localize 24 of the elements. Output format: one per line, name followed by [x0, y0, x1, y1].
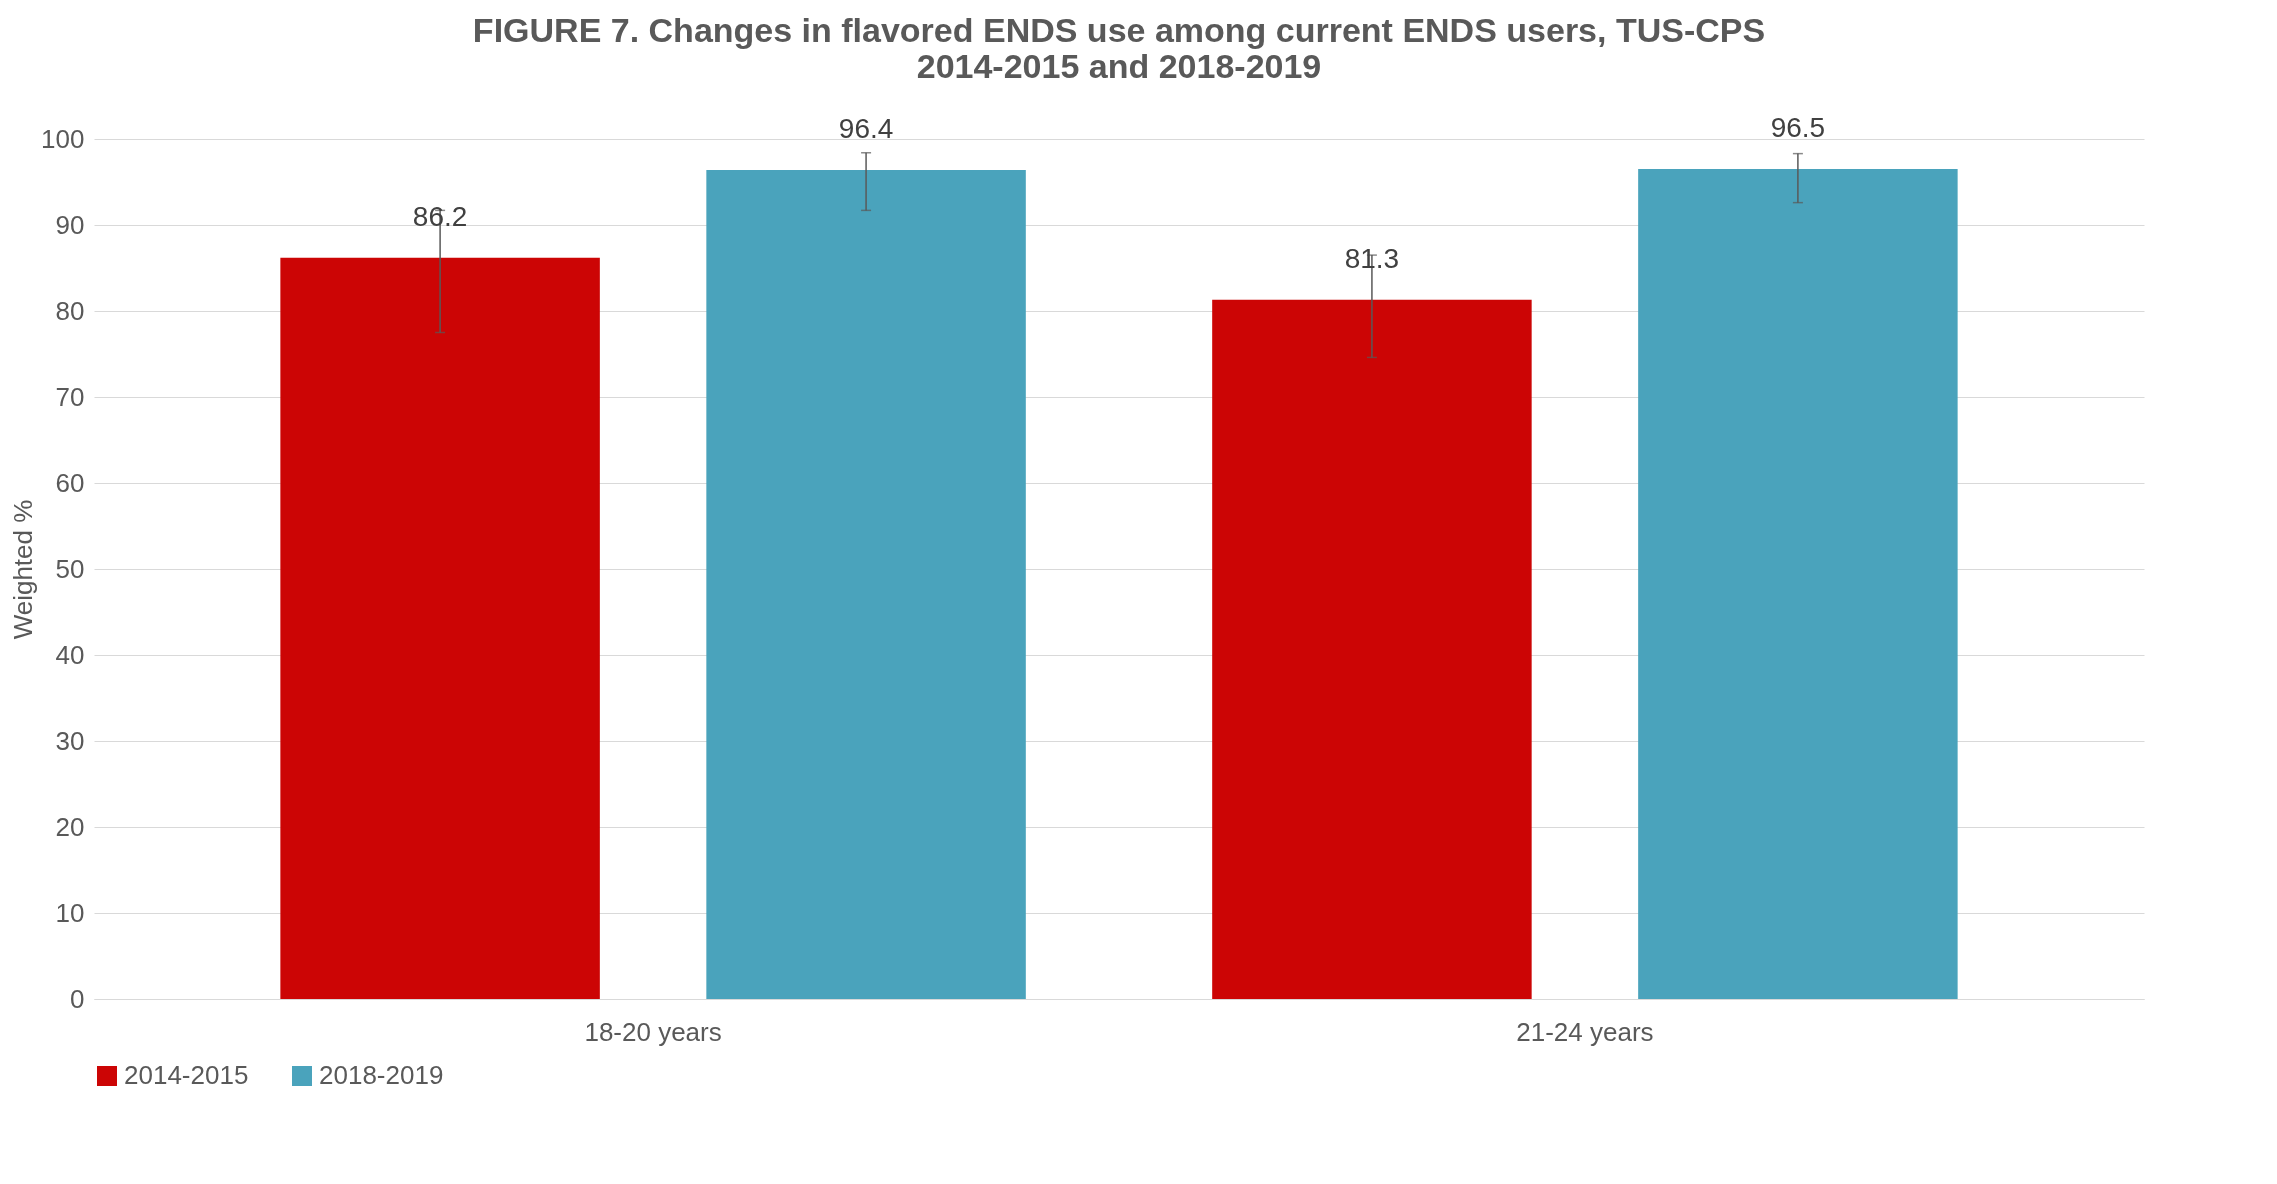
- y-tick-label: 0: [70, 983, 85, 1014]
- legend-label: 2018-2019: [319, 1060, 444, 1090]
- y-tick-label: 40: [55, 639, 85, 670]
- y-tick-label: 80: [55, 295, 85, 326]
- data-label: 81.3: [1344, 242, 1400, 274]
- bar: [1638, 169, 1958, 999]
- y-tick-label: 100: [41, 123, 85, 154]
- y-tick-label: 70: [55, 381, 85, 412]
- x-tick-label: 18-20 years: [584, 1016, 722, 1047]
- data-label: 96.4: [838, 112, 894, 144]
- y-tick-label: 20: [55, 811, 85, 842]
- y-tick-label: 60: [55, 467, 85, 498]
- y-tick-label: 10: [55, 897, 85, 928]
- y-tick-label: 50: [55, 553, 85, 584]
- bar: [280, 257, 600, 999]
- bar: [1212, 299, 1532, 999]
- y-tick-label: 90: [55, 209, 85, 240]
- y-axis-title: Weighted %: [8, 499, 39, 640]
- legend-label: 2014-2015: [124, 1060, 249, 1090]
- bar: [706, 169, 1026, 999]
- y-tick-label: 30: [55, 725, 85, 756]
- data-label: 96.5: [1770, 112, 1826, 144]
- text: FIGURE 7. Changes in flavored ENDS use among current ENDS users, TUS-CPS: [472, 11, 1766, 50]
- x-tick-label: 21-24 years: [1516, 1016, 1654, 1047]
